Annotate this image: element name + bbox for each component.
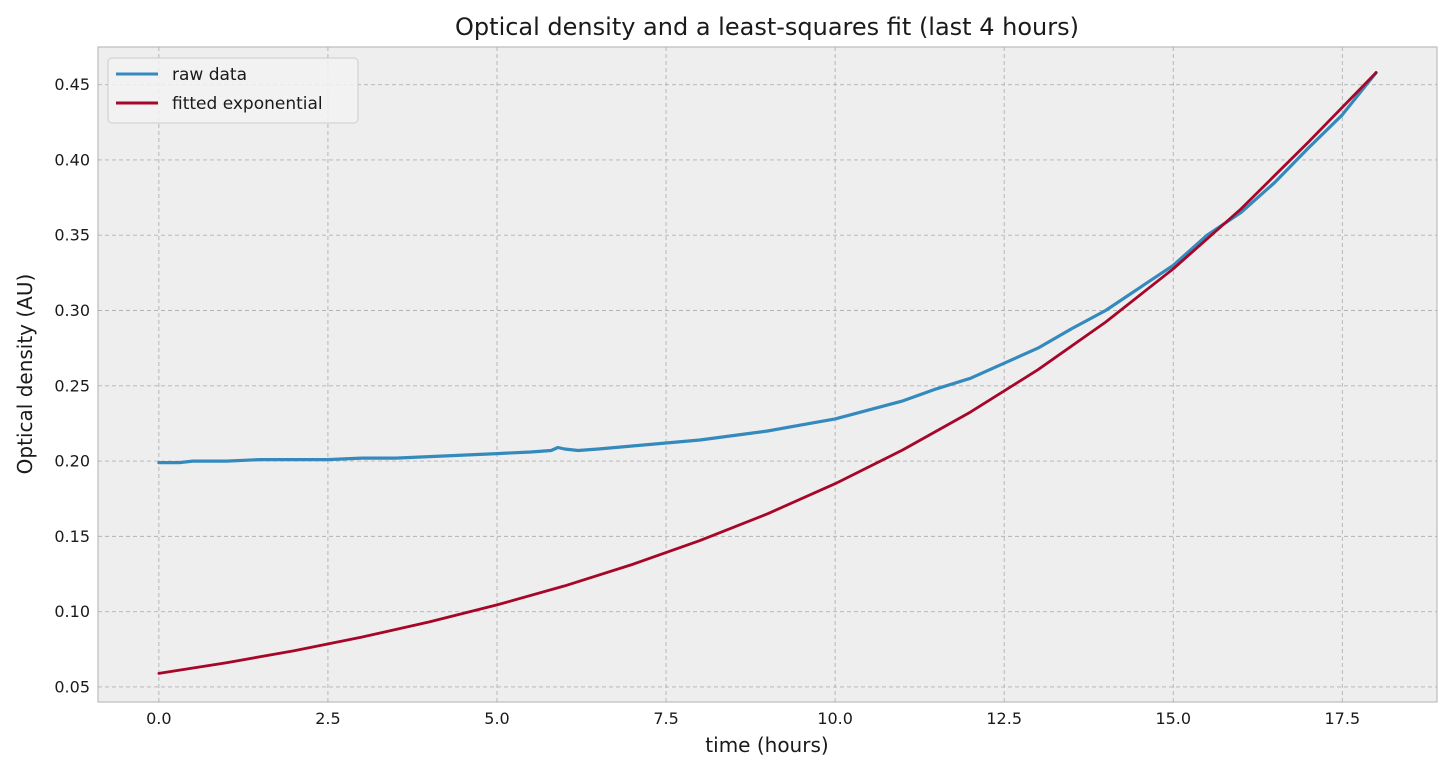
grid-lines <box>98 47 1437 702</box>
x-tick-label: 10.0 <box>817 709 853 728</box>
y-tick-label: 0.05 <box>54 677 90 696</box>
x-tick-label: 0.0 <box>146 709 171 728</box>
x-tick-label: 15.0 <box>1155 709 1191 728</box>
tick-labels: 0.0 2.5 5.0 7.5 10.0 12.5 15.0 17.5 0.05 0.10 0.15… <box>54 75 1360 728</box>
series-layer <box>157 70 1378 675</box>
y-tick-label: 0.45 <box>54 75 90 94</box>
legend-box <box>107 57 359 124</box>
y-tick-label: 0.20 <box>54 452 90 471</box>
x-tick-label: 12.5 <box>986 709 1022 728</box>
y-tick-label: 0.30 <box>54 301 90 320</box>
x-tick-label: 7.5 <box>653 709 678 728</box>
x-axis-title: time (hours) <box>705 733 828 757</box>
series-line-raw-data <box>157 70 1378 465</box>
x-tick-label: 2.5 <box>315 709 340 728</box>
legend-label-fitted-exponential: fitted exponential <box>172 94 323 114</box>
y-tick-label: 0.10 <box>54 602 90 621</box>
series-line-fitted-exponential <box>157 71 1378 675</box>
y-tick-label: 0.40 <box>54 150 90 169</box>
y-tick-label: 0.15 <box>54 527 90 546</box>
y-axis-title: Optical density (AU) <box>13 274 37 475</box>
y-tick-label: 0.25 <box>54 376 90 395</box>
x-tick-label: 17.5 <box>1325 709 1361 728</box>
plot-area <box>97 46 1438 703</box>
legend: raw data fitted exponential <box>107 57 359 124</box>
chart-title: Optical density and a least-squares fit … <box>455 13 1079 41</box>
x-tick-label: 5.0 <box>484 709 509 728</box>
y-tick-label: 0.35 <box>54 226 90 245</box>
legend-label-raw-data: raw data <box>172 65 247 85</box>
